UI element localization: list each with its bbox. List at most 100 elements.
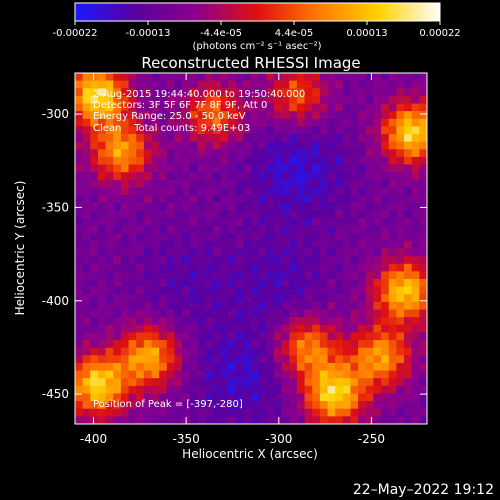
heatmap-cell: [143, 118, 152, 127]
heatmap-cell: [327, 179, 336, 188]
heatmap-cell: [220, 317, 229, 326]
heatmap-cell: [342, 195, 351, 204]
heatmap-cell: [90, 156, 99, 165]
heatmap-cell: [174, 103, 183, 112]
heatmap-cell: [159, 149, 168, 158]
heatmap-cell: [105, 141, 114, 150]
heatmap-cell: [97, 172, 107, 181]
heatmap-cell: [212, 370, 221, 379]
heatmap-cell: [258, 141, 267, 150]
heatmap-cell: [251, 271, 260, 280]
heatmap-cell: [327, 286, 336, 295]
heatmap-cell: [350, 370, 359, 379]
heatmap-cell: [212, 347, 221, 356]
heatmap-cell: [166, 340, 175, 349]
y-tick-label: -450: [42, 387, 69, 401]
heatmap-cell: [258, 324, 267, 333]
heatmap-cell: [136, 309, 145, 318]
heatmap-cell: [273, 88, 283, 97]
heatmap-cell: [312, 393, 321, 402]
heatmap-cell: [381, 88, 390, 97]
heatmap-cell: [212, 355, 221, 364]
heatmap-cell: [281, 111, 290, 120]
heatmap-cell: [182, 179, 191, 188]
heatmap-cell: [273, 279, 283, 288]
heatmap-cell: [396, 149, 405, 158]
heatmap-cell: [228, 347, 237, 356]
heatmap-cell: [105, 248, 114, 257]
heatmap-cell: [266, 370, 275, 379]
heatmap-cell: [228, 286, 237, 295]
heatmap-cell: [266, 240, 275, 249]
heatmap-cell: [90, 347, 99, 356]
heatmap-cell: [97, 408, 107, 417]
heatmap-cell: [166, 210, 175, 219]
heatmap-cell: [273, 80, 283, 89]
heatmap-cell: [296, 149, 305, 158]
heatmap-cell: [304, 340, 313, 349]
heatmap-cell: [411, 378, 420, 387]
heatmap-cell: [205, 279, 214, 288]
heatmap-cell: [120, 111, 129, 120]
heatmap-cell: [388, 95, 397, 104]
heatmap-cell: [174, 240, 183, 249]
heatmap-cell: [342, 378, 351, 387]
heatmap-cell: [411, 156, 420, 165]
heatmap-cell: [258, 210, 267, 219]
heatmap-cell: [365, 309, 374, 318]
heatmap-cell: [90, 141, 99, 150]
heatmap-cell: [220, 111, 229, 120]
heatmap-cell: [319, 248, 328, 257]
heatmap-cell: [105, 324, 114, 333]
heatmap-cell: [289, 80, 298, 89]
heatmap-cell: [97, 340, 107, 349]
heatmap-cell: [82, 355, 91, 364]
heatmap-cell: [281, 88, 290, 97]
heatmap-cell: [404, 126, 413, 135]
heatmap-cell: [151, 179, 160, 188]
heatmap-cell: [136, 134, 145, 143]
heatmap-cell: [281, 141, 290, 150]
heatmap-cell: [189, 301, 198, 310]
heatmap-cell: [90, 286, 99, 295]
heatmap-cell: [404, 385, 413, 394]
heatmap-cell: [120, 416, 129, 424]
heatmap-cell: [113, 73, 122, 82]
heatmap-cell: [404, 172, 413, 181]
heatmap-cell: [365, 126, 374, 135]
heatmap-cell: [396, 217, 405, 227]
heatmap-cell: [159, 408, 168, 417]
heatmap-cell: [266, 149, 275, 158]
heatmap-cell: [289, 240, 298, 249]
heatmap-cell: [182, 210, 191, 219]
heatmap-cell: [251, 393, 260, 402]
heatmap-cell: [358, 118, 367, 127]
heatmap-cell: [342, 301, 351, 310]
heatmap-cell: [128, 248, 137, 257]
heatmap-cell: [304, 309, 313, 318]
heatmap-cell: [327, 256, 336, 265]
heatmap-cell: [82, 286, 91, 295]
heatmap-cell: [105, 355, 114, 364]
heatmap-cell: [97, 187, 107, 196]
heatmap-cell: [82, 126, 91, 135]
heatmap-cell: [251, 111, 260, 120]
heatmap-cell: [75, 263, 84, 272]
heatmap-cell: [205, 111, 214, 120]
heatmap-cell: [197, 248, 206, 257]
heatmap-cell: [90, 248, 99, 257]
heatmap-cell: [197, 187, 206, 196]
heatmap-cell: [220, 217, 229, 227]
heatmap-cell: [365, 149, 374, 158]
heatmap-cell: [113, 408, 122, 417]
heatmap-cell: [335, 256, 344, 265]
heatmap-cell: [182, 256, 191, 265]
heatmap-cell: [381, 271, 390, 280]
heatmap-cell: [327, 103, 336, 112]
heatmap-cell: [335, 401, 344, 410]
heatmap-cell: [327, 263, 336, 272]
heatmap-cell: [182, 111, 191, 120]
y-axis-label: Heliocentric Y (arcsec): [13, 181, 27, 316]
heatmap-cell: [258, 263, 267, 272]
heatmap-cell: [128, 362, 137, 371]
